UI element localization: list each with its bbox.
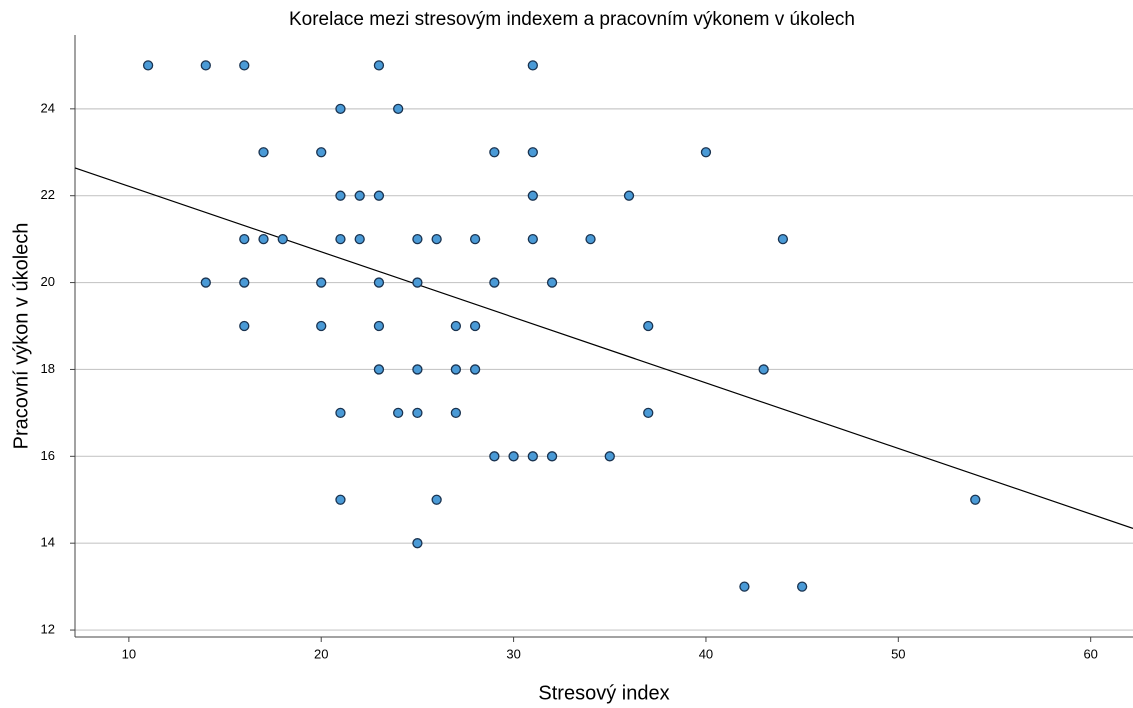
point — [489, 277, 500, 288]
point — [316, 277, 327, 288]
point — [469, 320, 481, 332]
point — [527, 60, 538, 71]
point — [354, 190, 365, 201]
point — [450, 320, 462, 332]
point — [643, 320, 654, 332]
point — [469, 233, 481, 245]
point — [412, 233, 423, 245]
point — [316, 320, 327, 332]
point — [970, 494, 981, 505]
point — [412, 538, 423, 549]
chart-title: Korelace mezi stresovým indexem a pracov… — [289, 9, 855, 30]
point — [373, 364, 385, 375]
point — [412, 364, 423, 375]
point — [585, 233, 596, 245]
point — [431, 494, 442, 505]
point — [796, 581, 808, 592]
point — [393, 103, 404, 114]
point — [431, 233, 442, 245]
point — [643, 407, 654, 419]
point — [450, 364, 462, 375]
point — [373, 190, 385, 201]
point — [758, 364, 769, 375]
point — [489, 147, 500, 158]
point — [277, 233, 288, 245]
y-tick-label: 20 — [41, 274, 55, 289]
point — [777, 233, 789, 245]
trend-line — [74, 167, 1133, 529]
point — [623, 190, 635, 201]
point — [412, 407, 423, 419]
y-tick-label: 12 — [41, 621, 55, 636]
point — [142, 60, 154, 71]
y-tick-label: 14 — [41, 535, 55, 550]
point — [373, 277, 385, 288]
point — [354, 233, 365, 245]
x-tick-label: 40 — [699, 646, 713, 661]
point — [527, 233, 538, 245]
point — [546, 451, 558, 462]
point — [489, 451, 500, 462]
point — [239, 320, 250, 332]
y-tick-label: 16 — [41, 448, 55, 463]
x-axis-label: Stresový index — [538, 682, 669, 704]
point — [200, 277, 211, 288]
point — [546, 277, 558, 288]
point — [335, 494, 346, 505]
x-tick-label: 20 — [314, 646, 328, 661]
point — [508, 451, 519, 462]
y-axis-label: Pracovní výkon v úkolech — [10, 223, 32, 450]
point — [373, 320, 385, 332]
point — [739, 581, 750, 592]
point — [527, 147, 538, 158]
point — [373, 60, 385, 71]
point — [239, 233, 250, 245]
point — [527, 451, 538, 462]
point — [239, 277, 250, 288]
point — [316, 147, 327, 158]
point — [450, 407, 462, 419]
point — [200, 60, 211, 71]
point — [258, 147, 269, 158]
point — [412, 277, 423, 288]
point — [335, 190, 346, 201]
point — [335, 407, 346, 419]
point — [239, 60, 250, 71]
point — [393, 407, 404, 419]
y-tick-label: 18 — [41, 361, 55, 376]
x-tick-label: 60 — [1083, 646, 1097, 661]
point — [258, 233, 269, 245]
x-tick-label: 50 — [891, 646, 905, 661]
point — [700, 147, 712, 158]
point — [335, 103, 346, 114]
point — [604, 451, 615, 462]
point — [469, 364, 481, 375]
point — [527, 190, 538, 201]
x-tick-label: 10 — [122, 646, 136, 661]
y-tick-label: 24 — [41, 100, 55, 115]
y-tick-label: 22 — [41, 187, 55, 202]
point — [335, 233, 346, 245]
x-tick-label: 30 — [506, 646, 520, 661]
